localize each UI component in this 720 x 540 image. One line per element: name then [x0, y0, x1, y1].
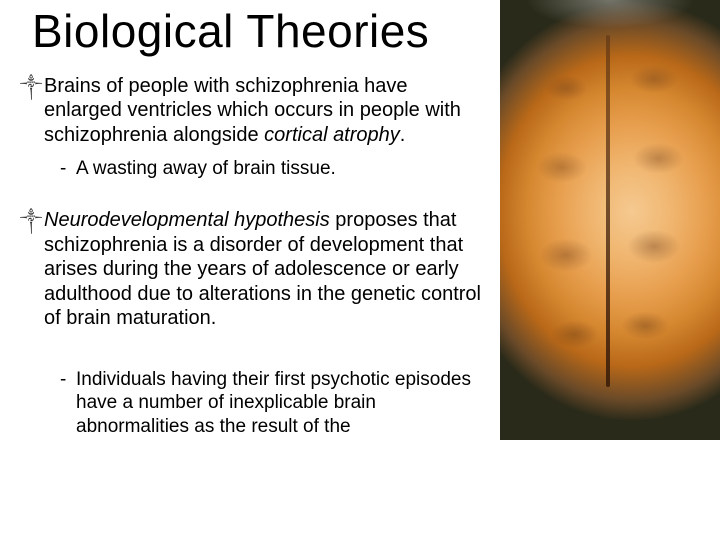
slide-title: Biological Theories — [32, 4, 429, 58]
brain-image — [500, 0, 720, 440]
bullet-1-text-post: . — [400, 124, 406, 146]
bullet-icon: ༒ — [20, 211, 42, 232]
sub-bullet-2: - Individuals having their first psychot… — [20, 368, 490, 438]
brain-illustration — [500, 0, 720, 440]
sub-bullet-1: - A wasting away of brain tissue. — [20, 157, 490, 180]
dash-icon: - — [60, 368, 66, 391]
spacer — [20, 340, 490, 354]
dash-icon: - — [60, 157, 66, 180]
spacer — [20, 354, 490, 368]
slide: Biological Theories ༒ Brains of people w… — [0, 0, 720, 540]
sub-bullet-1-text: A wasting away of brain tissue. — [76, 158, 336, 179]
sub-bullet-2-text: Individuals having their first psychotic… — [76, 369, 471, 436]
slide-body: ༒ Brains of people with schizophrenia ha… — [20, 74, 490, 452]
bullet-2: ༒ Neurodevelopmental hypothesis proposes… — [20, 208, 490, 330]
bullet-2-emph: Neurodevelopmental hypothesis — [44, 209, 330, 231]
bullet-1-emph: cortical atrophy — [264, 124, 400, 146]
bullet-1: ༒ Brains of people with schizophrenia ha… — [20, 74, 490, 147]
spacer — [20, 194, 490, 208]
bullet-icon: ༒ — [20, 77, 42, 98]
